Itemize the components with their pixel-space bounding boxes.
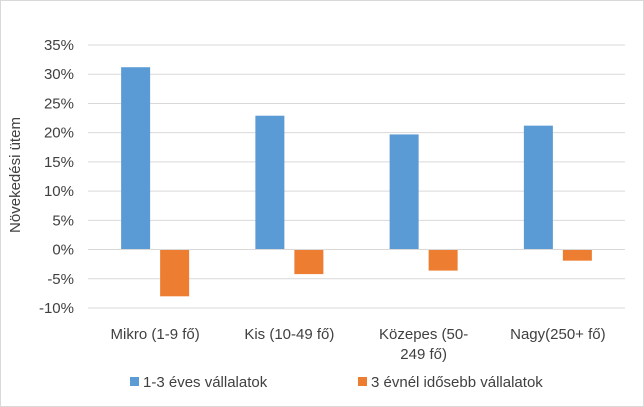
bar-series-2 bbox=[562, 249, 592, 261]
x-category-label: Kis (10-49 fő) bbox=[244, 326, 334, 343]
gridlines bbox=[88, 44, 625, 309]
x-category-label: Nagy(250+ fő) bbox=[510, 326, 605, 343]
bars bbox=[121, 67, 592, 297]
legend-label: 3 évnél idősebb vállalatok bbox=[371, 374, 543, 391]
y-tick-label: 0% bbox=[52, 242, 74, 259]
bar-series-2 bbox=[294, 249, 324, 275]
bar-series-2 bbox=[160, 249, 190, 297]
y-axis-label: Növekedési ütem bbox=[7, 117, 24, 233]
y-tick-label: -10% bbox=[39, 300, 74, 317]
y-axis-ticks: 35% 30% 25% 20% 15% 10% 5% 0% -5% -10% bbox=[39, 37, 74, 317]
y-tick-label: 5% bbox=[52, 212, 74, 229]
y-tick-label: 25% bbox=[44, 95, 74, 112]
legend-swatch bbox=[130, 377, 139, 386]
y-tick-label: 10% bbox=[44, 183, 74, 200]
y-tick-label: -5% bbox=[47, 271, 74, 288]
x-category-label: 249 fő) bbox=[400, 346, 447, 363]
bar-series-2 bbox=[428, 249, 458, 271]
y-tick-label: 30% bbox=[44, 66, 74, 83]
bar-series-1 bbox=[389, 134, 419, 250]
y-tick-label: 35% bbox=[44, 37, 74, 54]
legend: 1-3 éves vállalatok 3 évnél idősebb válla… bbox=[130, 374, 543, 391]
x-axis-categories: Mikro (1-9 fő) Kis (10-49 fő) Közepes (50-… bbox=[111, 326, 606, 363]
y-tick-label: 20% bbox=[44, 125, 74, 142]
x-category-label: Közepes (50- bbox=[379, 326, 468, 343]
legend-label: 1-3 éves vállalatok bbox=[143, 374, 268, 391]
x-category-label: Mikro (1-9 fő) bbox=[111, 326, 200, 343]
legend-swatch bbox=[358, 377, 367, 386]
bar-series-1 bbox=[255, 115, 285, 250]
y-tick-label: 15% bbox=[44, 154, 74, 171]
bar-series-1 bbox=[523, 125, 553, 250]
bar-series-1 bbox=[121, 67, 151, 250]
